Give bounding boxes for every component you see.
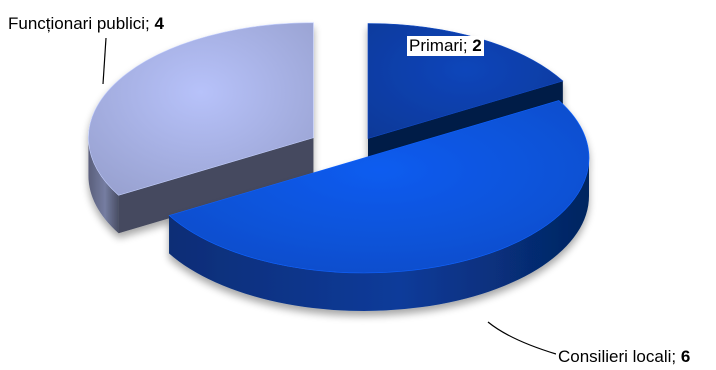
- slice-label-consilieri: Consilieri locali; 6: [556, 347, 693, 367]
- slice-label-functionari: Funcționari publici; 4: [6, 14, 166, 34]
- slice-label-functionari-text: Funcționari publici: [8, 14, 146, 33]
- slice-label-consilieri-value: 6: [680, 347, 691, 366]
- pie-slice-group-1: [168, 100, 590, 311]
- slice-label-consilieri-text: Consilieri locali: [558, 347, 672, 366]
- slice-label-functionari-sep: ;: [145, 14, 155, 33]
- leader-line-functionari: [102, 37, 107, 85]
- pie-slice-consilieri-locali: [168, 100, 590, 274]
- slice-label-primari: Primari; 2: [407, 36, 484, 56]
- pie-slice-side-1-0: [169, 157, 589, 311]
- leader-line-consilieri: [487, 321, 557, 355]
- pie-slice-func-ionari-publici: [88, 22, 314, 196]
- pie-slice-group-2: [88, 22, 314, 234]
- pie-slice-side-2-0: [88, 137, 119, 234]
- slice-label-primari-text: Primari: [409, 36, 463, 55]
- slice-label-primari-value: 2: [472, 36, 482, 55]
- slice-label-consilieri-sep: ;: [671, 347, 681, 366]
- slice-label-primari-sep: ;: [462, 36, 473, 55]
- slice-label-functionari-value: 4: [154, 14, 164, 33]
- pie-slice-wall-2-0: [118, 137, 314, 234]
